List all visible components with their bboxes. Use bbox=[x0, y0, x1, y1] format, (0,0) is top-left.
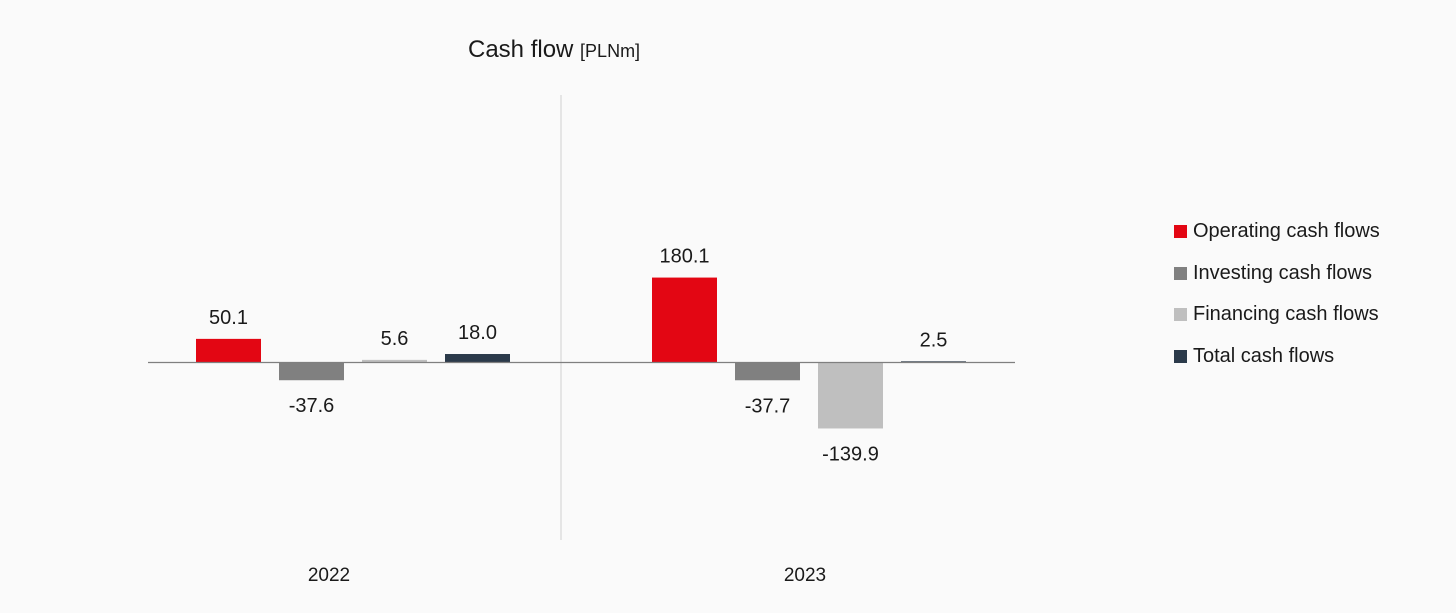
legend-swatch-total bbox=[1174, 349, 1187, 363]
category-label-2023: 2023 bbox=[784, 565, 826, 586]
data-label-investing-2022: -37.6 bbox=[289, 395, 335, 417]
legend-swatch-financing bbox=[1174, 308, 1187, 322]
legend-item-total: Total cash flows bbox=[1174, 336, 1380, 378]
data-label-total-2022: 18.0 bbox=[458, 322, 497, 344]
data-label-financing-2022: 5.6 bbox=[381, 328, 409, 350]
bar-operating-2023 bbox=[652, 277, 717, 363]
legend-label-operating: Operating cash flows bbox=[1193, 220, 1380, 243]
bar-investing-2023 bbox=[735, 362, 800, 381]
chart-legend: Operating cash flows Investing cash flow… bbox=[1174, 211, 1380, 377]
bar-total-2022 bbox=[445, 354, 510, 363]
data-label-operating-2023: 180.1 bbox=[659, 246, 709, 268]
chart-title-text: Cash flow bbox=[468, 36, 574, 63]
data-label-financing-2023: -139.9 bbox=[822, 443, 879, 465]
bar-investing-2022 bbox=[279, 362, 344, 381]
bar-operating-2022 bbox=[196, 338, 261, 363]
bar-financing-2022 bbox=[362, 359, 427, 363]
legend-label-investing: Investing cash flows bbox=[1193, 261, 1372, 284]
legend-swatch-investing bbox=[1174, 266, 1187, 280]
legend-item-operating: Operating cash flows bbox=[1174, 211, 1380, 253]
chart-title-unit: [PLNm] bbox=[580, 41, 641, 61]
data-label-investing-2023: -37.7 bbox=[745, 395, 791, 417]
legend-label-total: Total cash flows bbox=[1193, 344, 1335, 367]
chart-title: Cash flow [PLNm] bbox=[468, 36, 640, 64]
data-label-operating-2022: 50.1 bbox=[209, 307, 248, 329]
bar-financing-2023 bbox=[818, 362, 883, 429]
legend-item-financing: Financing cash flows bbox=[1174, 294, 1380, 336]
legend-label-financing: Financing cash flows bbox=[1193, 303, 1379, 326]
data-label-total-2023: 2.5 bbox=[920, 329, 948, 351]
legend-item-investing: Investing cash flows bbox=[1174, 253, 1380, 295]
category-label-2022: 2022 bbox=[308, 565, 350, 586]
legend-swatch-operating bbox=[1174, 225, 1187, 239]
